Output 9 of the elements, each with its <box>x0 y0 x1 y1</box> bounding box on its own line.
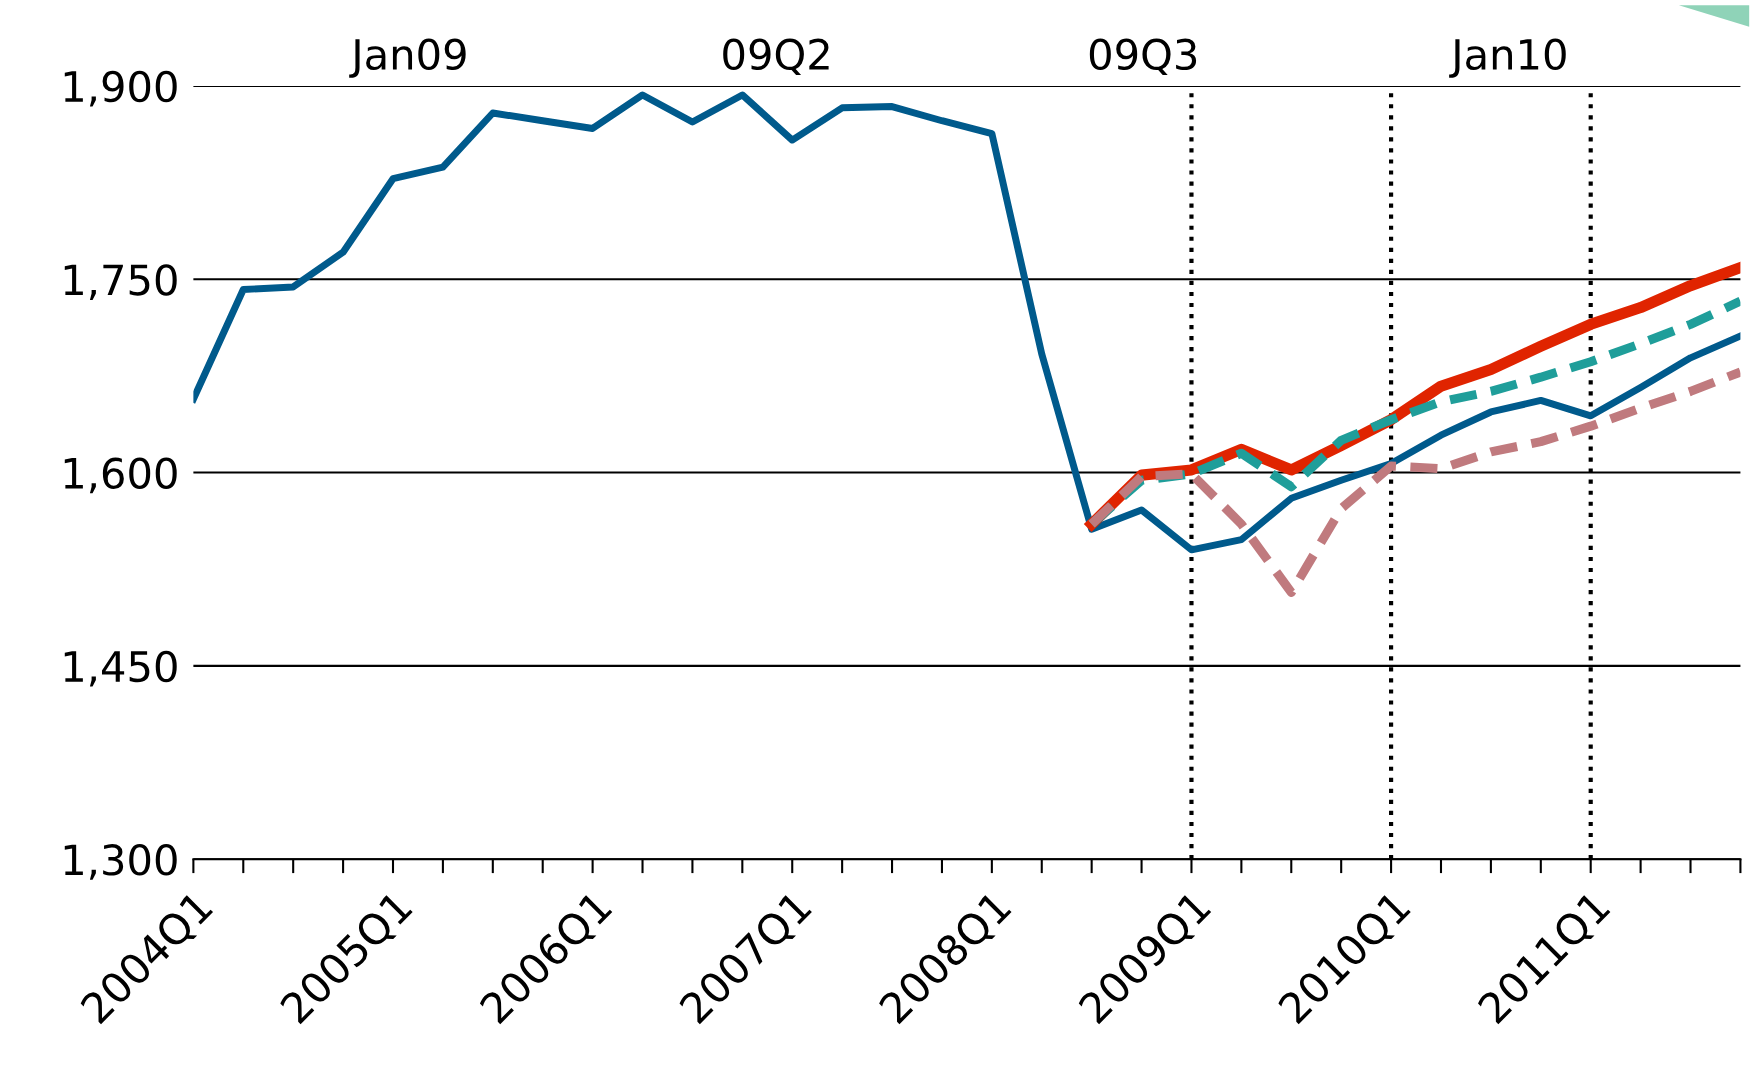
y-tick-label: 1,750 <box>64 264 177 300</box>
y-tick-label: 1,600 <box>64 457 177 494</box>
text: 09Q2 <box>723 38 829 75</box>
text: Jan09 <box>349 38 466 78</box>
text: 09Q3 <box>1089 38 1197 75</box>
y-tick-label: 1,450 <box>64 650 177 687</box>
y-tick-label: 1,300 <box>64 844 177 880</box>
text: Jan10 <box>1449 38 1566 78</box>
y-tick-label: 1,900 <box>64 70 177 107</box>
